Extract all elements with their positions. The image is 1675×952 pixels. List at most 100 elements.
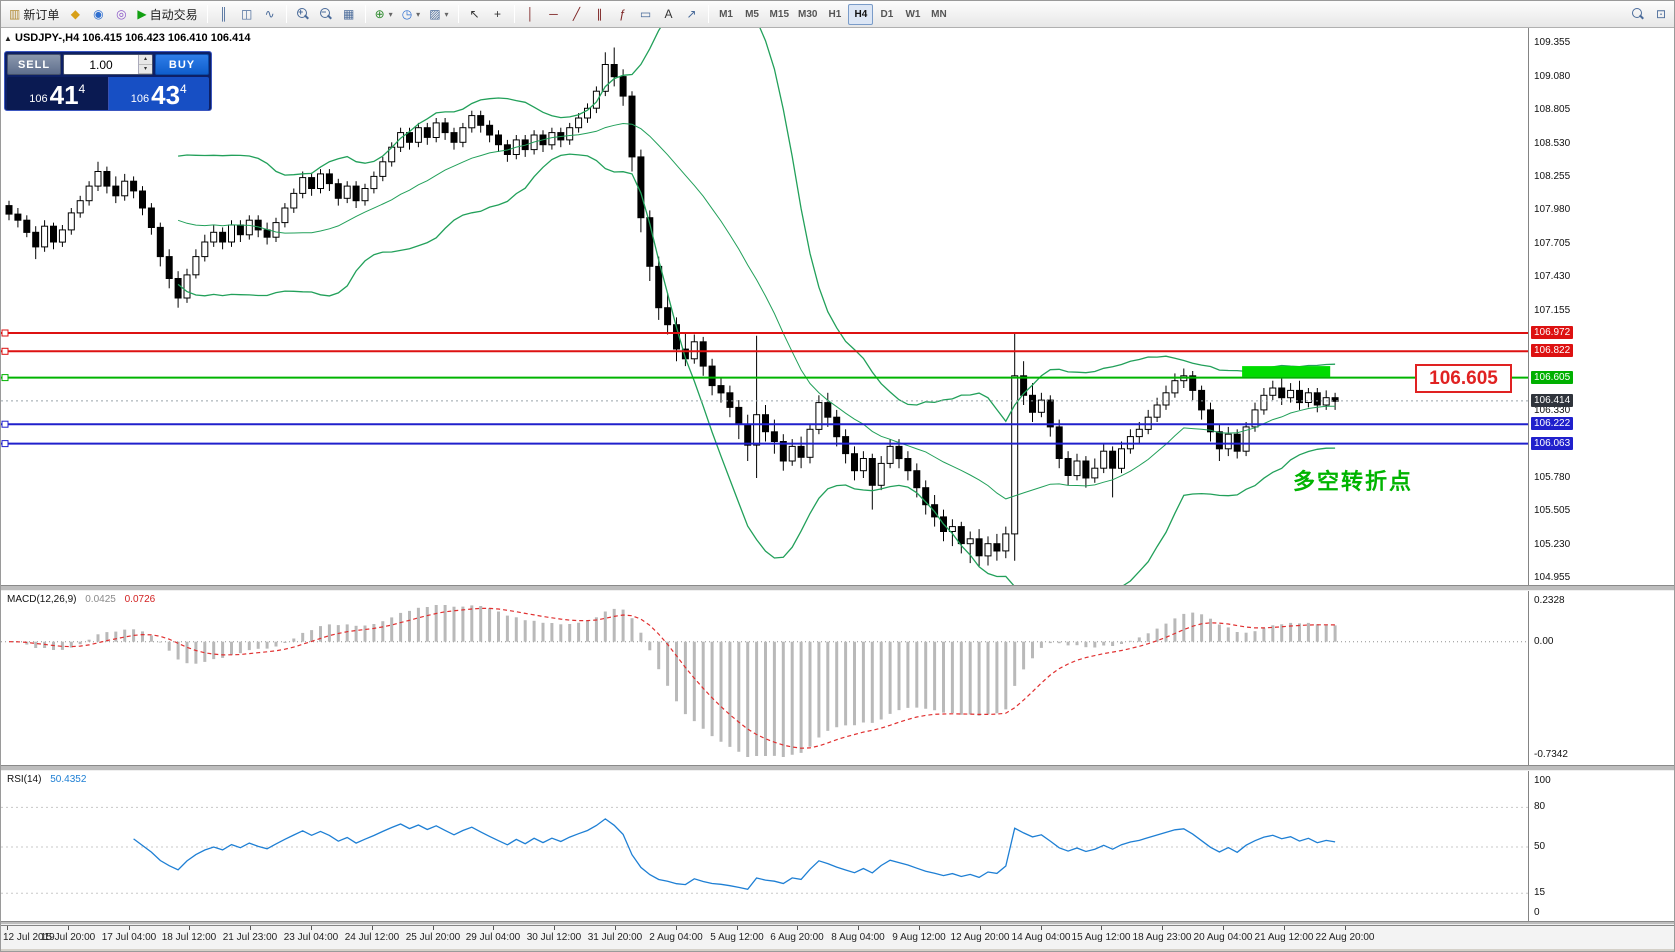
bar-chart-mode-button[interactable]: ║: [213, 4, 235, 25]
timeframe-h4-button[interactable]: H4: [848, 3, 874, 25]
price-axis-tick: 105.230: [1534, 539, 1571, 550]
zoom-out-button[interactable]: −: [315, 4, 337, 25]
trendline-icon: ╱: [572, 7, 581, 21]
tile-windows-button[interactable]: ▦: [338, 4, 360, 25]
buy-price-display[interactable]: 106 43 4: [107, 77, 209, 110]
price-axis-tick: 109.355: [1534, 37, 1571, 48]
rsi-axis-tick: 100: [1534, 775, 1551, 786]
timeframe-mn-button[interactable]: MN: [926, 4, 951, 25]
expert-advisors-button[interactable]: ◆: [64, 4, 86, 25]
cursor-button[interactable]: ↖: [464, 4, 486, 25]
one-click-panel-toggle[interactable]: ▲: [4, 34, 12, 43]
indicators-icon: ⊕: [374, 7, 385, 21]
channel-button[interactable]: ∥: [589, 4, 611, 25]
price-level-tag: 106.414: [1531, 394, 1574, 407]
rsi-axis-tick: 80: [1534, 801, 1546, 812]
timeframe-h1-button[interactable]: H1: [822, 4, 847, 25]
trendline-button[interactable]: ╱: [566, 4, 588, 25]
timeframe-d1-button[interactable]: D1: [874, 4, 899, 25]
pane-splitter[interactable]: [1, 585, 1674, 591]
rsi-pane[interactable]: RSI(14) 50.4352: [1, 771, 1528, 921]
timeframe-m30-button[interactable]: M30: [794, 4, 821, 25]
time-axis-tick: [129, 926, 130, 930]
toolbar-separator: [457, 5, 459, 23]
time-axis-tick: [919, 926, 920, 930]
text-button[interactable]: A: [658, 4, 680, 25]
time-axis-label: 15 Aug 12:00: [1071, 932, 1131, 943]
window-list-button[interactable]: ⊡: [1650, 4, 1672, 25]
price-axis-tick: 106.330: [1534, 405, 1571, 416]
turning-point-annotation: 多空转折点: [1293, 469, 1414, 494]
price-axis-tick: 105.780: [1534, 472, 1571, 483]
zoom-in-button[interactable]: +: [292, 4, 314, 25]
sell-price-display[interactable]: 106 41 4: [7, 77, 108, 110]
candlestick-mode-button[interactable]: ◫: [236, 4, 258, 25]
buy-button[interactable]: BUY: [155, 54, 209, 75]
volume-increase-button[interactable]: ▴: [139, 55, 152, 65]
time-axis-label: 25 Jul 20:00: [405, 932, 461, 943]
rsi-axis[interactable]: 100 80 50 15 0: [1528, 771, 1674, 921]
price-chart-pane[interactable]: ▲ USDJPY-,H4 106.415 106.423 106.410 106…: [1, 28, 1528, 585]
pane-splitter[interactable]: [1, 921, 1674, 925]
pane-splitter[interactable]: [1, 765, 1674, 771]
time-axis-label: 14 Aug 04:00: [1011, 932, 1071, 943]
horizontal-line-button[interactable]: ─: [543, 4, 565, 25]
timeframe-m5-button[interactable]: M5: [740, 4, 765, 25]
trade-panel-top-row: SELL ▴ ▾ BUY: [7, 54, 209, 75]
crosshair-icon: +: [494, 7, 502, 21]
price-level-tag: 106.222: [1531, 417, 1574, 430]
search-button[interactable]: [1627, 4, 1649, 25]
buy-price-big: 43: [151, 80, 181, 110]
sell-button[interactable]: SELL: [7, 54, 61, 75]
price-axis-tick: 105.505: [1534, 505, 1571, 516]
line-chart-mode-button[interactable]: ∿: [259, 4, 281, 25]
indicators-button[interactable]: ⊕ ▾: [371, 4, 397, 25]
macd-axis[interactable]: 0.2328 0.00 -0.7342: [1528, 591, 1674, 765]
zoom-out-icon: −: [319, 8, 332, 20]
time-axis-tick: [615, 926, 616, 930]
vertical-line-button[interactable]: │: [520, 4, 542, 25]
volume-input[interactable]: [64, 55, 138, 74]
time-axis-tick: [311, 926, 312, 930]
autotrading-label: 自动交易: [149, 7, 198, 22]
new-order-button[interactable]: ▥ 新订单: [5, 4, 63, 25]
timeframe-m1-button[interactable]: M1: [714, 4, 739, 25]
rsi-plot[interactable]: [1, 771, 1528, 921]
toolbar-separator: [513, 5, 515, 23]
fibonacci-icon: ƒ: [619, 7, 626, 21]
macd-pane[interactable]: MACD(12,26,9) 0.0425 0.0726: [1, 591, 1528, 765]
periods-button[interactable]: ◷ ▾: [398, 4, 425, 25]
tile-windows-icon: ▦: [342, 7, 355, 21]
time-axis-label: 23 Jul 04:00: [283, 932, 339, 943]
price-chart-plot[interactable]: [1, 28, 1528, 585]
time-axis-label: 21 Aug 12:00: [1254, 932, 1314, 943]
one-click-trade-panel: SELL ▴ ▾ BUY 106 41 4 106: [4, 51, 212, 111]
macd-plot[interactable]: [1, 591, 1528, 765]
crosshair-button[interactable]: +: [487, 4, 509, 25]
zoom-in-icon: +: [296, 8, 309, 20]
toolbar-separator: [206, 5, 208, 23]
time-axis-label: 8 Aug 04:00: [831, 932, 885, 943]
templates-button[interactable]: ▨ ▾: [425, 4, 452, 25]
time-axis-tick: [433, 926, 434, 930]
price-axis-tick: 107.705: [1534, 238, 1571, 249]
time-axis[interactable]: 12 Jul 2019 15 Jul 20:00 17 Jul 04:00 18 Ju…: [1, 925, 1674, 949]
price-axis[interactable]: 109.355 109.080 108.805 108.530 108.255 107.9…: [1528, 28, 1674, 585]
timeframe-w1-button[interactable]: W1: [900, 4, 925, 25]
volume-decrease-button[interactable]: ▾: [139, 64, 152, 74]
price-axis-tick: 108.805: [1534, 104, 1571, 115]
price-level-tag: 106.605: [1531, 371, 1574, 384]
periods-icon: ◷: [401, 7, 413, 21]
timeframe-m15-button[interactable]: M15: [766, 4, 793, 25]
market-watch-button[interactable]: ◉: [87, 4, 109, 25]
autotrading-button[interactable]: ▶ 自动交易: [133, 4, 201, 25]
volume-spinner: ▴ ▾: [138, 55, 152, 74]
navigator-button[interactable]: ◎: [110, 4, 132, 25]
time-axis-label: 21 Jul 23:00: [222, 932, 278, 943]
fibonacci-button[interactable]: ƒ: [612, 4, 634, 25]
templates-icon: ▨: [429, 7, 441, 21]
time-axis-label: 18 Jul 12:00: [161, 932, 217, 943]
shapes-button[interactable]: ▭: [635, 4, 657, 25]
arrows-button[interactable]: ↗: [681, 4, 703, 25]
